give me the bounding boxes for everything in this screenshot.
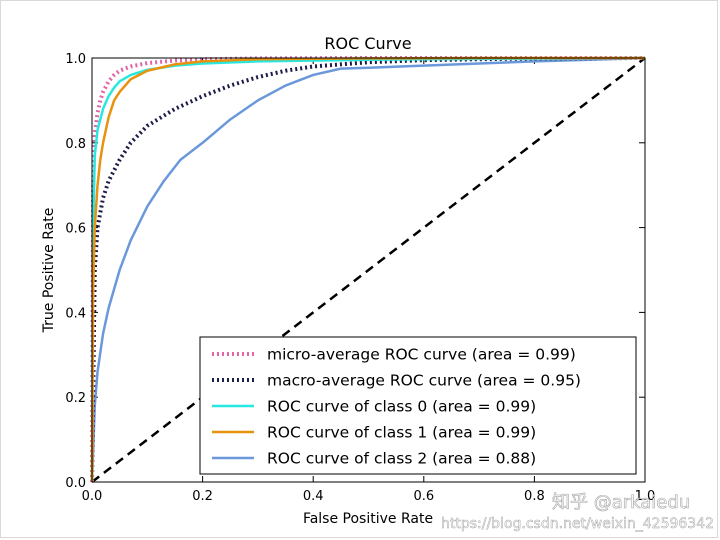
y-tick-label: 0.2: [65, 391, 86, 406]
reference-diagonal-line: [91, 57, 646, 483]
x-tick-label: 1.0: [635, 489, 656, 504]
roc-series-line-3: [90, 56, 645, 483]
roc-series-line-2: [90, 56, 646, 483]
axis-tick-labels: 0.0 0.2 0.4 0.6 0.8 1.0 0.0 0.2 0.4 0.6 0.8 1.0: [65, 52, 655, 504]
x-tick-label: 0.4: [303, 489, 324, 504]
roc-series-line-0: [90, 56, 645, 483]
x-tick-label: 0.2: [192, 489, 213, 504]
legend-label-4: ROC curve of class 2 (area = 0.88): [267, 450, 536, 468]
y-tick-label: 0.0: [65, 476, 86, 491]
legend-label-1: macro-average ROC curve (area = 0.95): [267, 372, 581, 390]
y-axis-label: True Positive Rate: [41, 208, 57, 334]
y-tick-label: 0.4: [65, 306, 86, 321]
x-tick-label: 0.8: [524, 489, 545, 504]
legend-label-3: ROC curve of class 1 (area = 0.99): [267, 424, 536, 442]
roc-curves: [90, 56, 646, 483]
x-tick-label: 0.0: [82, 489, 103, 504]
y-tick-label: 1.0: [65, 52, 86, 67]
plot-border: [91, 57, 646, 483]
watermark-logo-text: 知乎 @arkaiedu: [552, 492, 690, 513]
reference-line-group: [91, 57, 646, 483]
x-tick-label: 0.6: [413, 489, 434, 504]
x-axis-label: False Positive Rate: [303, 511, 433, 527]
watermark: 知乎 @arkaiedu https://blog.csdn.net/weixi…: [441, 492, 715, 533]
legend-box: [199, 336, 637, 475]
roc-series-line-4: [90, 56, 646, 483]
watermark-url-text: https://blog.csdn.net/weixin_42596342: [441, 516, 714, 532]
y-tick-label: 0.6: [65, 222, 86, 237]
legend-label-2: ROC curve of class 0 (area = 0.99): [267, 398, 536, 416]
chart-title: ROC Curve: [324, 34, 411, 53]
y-tick-label: 0.8: [65, 137, 86, 152]
legend-label-0: micro-average ROC curve (area = 0.99): [267, 346, 576, 364]
legend: micro-average ROC curve (area = 0.99) mac…: [199, 336, 637, 475]
